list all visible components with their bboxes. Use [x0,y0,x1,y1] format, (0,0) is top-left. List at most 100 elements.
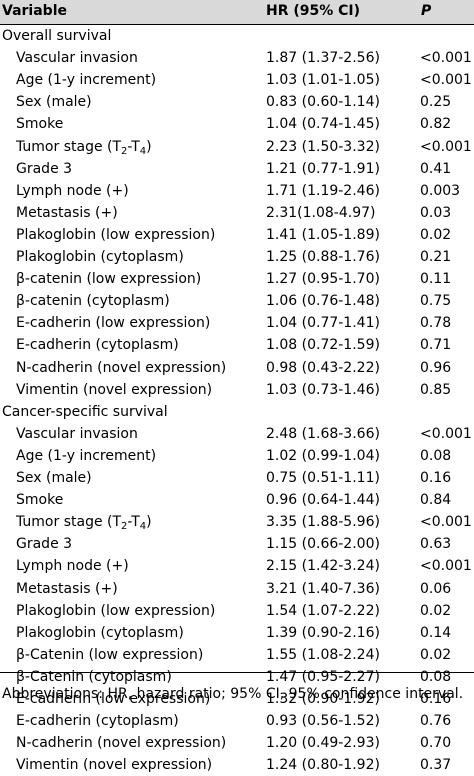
hr-cell: 3.21 (1.40-7.36) [266,580,380,597]
table-row: Vimentin (novel expression) 1.03 (0.73-1.… [0,379,474,401]
table-row: Lymph node (+) 2.15 (1.42-3.24) <0.001 [0,555,474,577]
variable-cell: Metastasis (+) [16,202,118,224]
variable-text: Sex (male) [16,94,92,111]
variable-text: Grade 3 [16,536,73,553]
hr-cell: 1.02 (0.99-1.04) [266,447,380,464]
variable-cell: E-cadherin (low expression) [16,688,210,710]
variable-text: Smoke [16,116,64,133]
header-variable: Variable [2,3,67,19]
table-row: Smoke 0.96 (0.64-1.44) 0.84 [0,489,474,511]
hr-cell: 3.35 (1.88-5.96) [266,514,380,531]
table-row: Grade 3 1.15 (0.66-2.00) 0.63 [0,533,474,555]
variable-cell: Vimentin (novel expression) [16,379,212,401]
variable-text: Plakoglobin (cytoplasm) [16,249,184,265]
variable-cell: β-catenin (low expression) [16,268,201,290]
table-row: Tumor stage (T2-T4) 2.23 (1.50-3.32) <0.00… [0,136,474,158]
hr-cell: 1.32 (0.90-1.92) [266,691,380,707]
variable-cell: Tumor stage (T2-T4) [16,511,152,533]
hr-cell: 1.08 (0.72-1.59) [266,337,380,354]
table-row: Metastasis (+) 2.31(1.08-4.97) 0.03 [0,202,474,224]
table-row: β-catenin (cytoplasm) 1.06 (0.76-1.48) 0.7… [0,290,474,312]
section-title-row: Cancer-specific survival [0,401,474,423]
table-row: β-catenin (low expression) 1.27 (0.95-1.7… [0,268,474,290]
p-value-cell: 0.16 [420,691,452,707]
variable-cell: N-cadherin (novel expression) [16,357,226,379]
p-value-cell: 0.96 [420,359,452,376]
hr-cell: 1.41 (1.05-1.89) [266,226,380,243]
variable-cell: Sex (male) [16,91,92,113]
hr-cell: 1.27 (0.95-1.70) [266,271,380,288]
table-row: Plakoglobin (low expression) 1.41 (1.05-1… [0,224,474,246]
variable-mid: -T [127,514,140,531]
bottom-rule [0,672,474,673]
variable-cell: Plakoglobin (cytoplasm) [16,246,184,268]
variable-cell: Plakoglobin (low expression) [16,224,215,246]
variable-text: Sex (male) [16,470,92,486]
p-value-cell: 0.16 [420,470,452,486]
hr-cell: 1.06 (0.76-1.48) [266,293,380,310]
variable-cell: Lymph node (+) [16,555,129,577]
table-row: E-cadherin (low expression) 1.04 (0.77-1.… [0,312,474,334]
variable-cell: Age (1-y increment) [16,445,156,467]
p-value-cell: 0.82 [420,116,452,133]
hr-cell: 0.83 (0.60-1.14) [266,94,380,111]
section-title: Cancer-specific survival [2,403,168,420]
table-row: Tumor stage (T2-T4) 3.35 (1.88-5.96) <0.00… [0,511,474,533]
variable-text: β-catenin (low expression) [16,271,202,288]
table-row: Age (1-y increment) 1.03 (1.01-1.05) <0.00… [0,69,474,91]
variable-end: ) [146,138,152,155]
variable-sub2: 4 [139,521,147,533]
hr-cell: 1.24 (0.80-1.92) [266,757,380,774]
variable-cell: Metastasis (+) [16,578,118,600]
hr-cell: 2.48 (1.68-3.66) [266,425,380,442]
variable-text: Vascular invasion [16,50,138,67]
variable-end: ) [146,514,152,531]
variable-sub1: 2 [121,521,128,533]
hr-cell: 0.96 (0.64-1.44) [266,492,380,509]
variable-text: Grade 3 [16,160,73,177]
header-p: P [421,3,432,19]
p-value-cell: 0.84 [420,492,452,509]
variable-text: N-cadherin (novel expression) [16,359,227,376]
table-row: Plakoglobin (low expression) 1.54 (1.07-2… [0,600,474,622]
p-value-cell: 0.08 [420,447,452,464]
table-row: Smoke 1.04 (0.74-1.45) 0.82 [0,113,474,135]
table-row: E-cadherin (cytoplasm) 0.93 (0.56-1.52) 0.… [0,710,474,732]
hr-cell: 1.55 (1.08-2.24) [266,646,380,663]
hr-cell: 1.20 (0.49-2.93) [266,735,380,752]
table-row: Metastasis (+) 3.21 (1.40-7.36) 0.06 [0,578,474,600]
p-value-cell: 0.75 [420,293,452,310]
section-title-row: Overall survival [0,25,474,47]
variable-text: Lymph node (+) [16,182,129,199]
p-value-cell: <0.001 [420,514,472,531]
hr-cell: 1.03 (1.01-1.05) [266,72,380,89]
variable-text: Plakoglobin (cytoplasm) [16,624,184,641]
variable-sub2: 4 [139,145,147,157]
p-value-cell: 0.003 [420,182,461,199]
variable-cell: Sex (male) [16,467,92,489]
variable-text: E-cadherin (low expression) [16,691,211,707]
variable-cell: E-cadherin (cytoplasm) [16,710,179,732]
variable-text: Tumor stage (T [16,514,122,531]
table-header: Variable HR (95% CI) P [0,0,474,24]
hr-cell: 1.04 (0.77-1.41) [266,315,380,332]
p-value-cell: 0.70 [420,735,452,752]
hr-cell: 1.04 (0.74-1.45) [266,116,380,133]
variable-text: Smoke [16,492,64,509]
footnote: Abbreviations: HR, hazard ratio; 95% CI,… [2,686,464,702]
variable-text: Metastasis (+) [16,204,118,221]
p-value-cell: 0.63 [420,536,452,553]
variable-cell: N-cadherin (novel expression) [16,732,226,754]
p-value-cell: <0.001 [420,138,472,155]
hr-cell: 1.71 (1.19-2.46) [266,182,380,199]
variable-cell: β-catenin (cytoplasm) [16,290,170,312]
variable-text: Vimentin (novel expression) [16,381,213,398]
table-row: E-cadherin (low expression) 1.32 (0.90-1.… [0,688,474,710]
p-value-cell: 0.02 [420,602,452,619]
variable-text: E-cadherin (cytoplasm) [16,337,179,354]
variable-cell: β-Catenin (low expression) [16,644,203,666]
table-row: E-cadherin (cytoplasm) 1.08 (0.72-1.59) 0.… [0,334,474,356]
p-value-cell: 0.21 [420,249,452,265]
variable-cell: Smoke [16,113,63,135]
p-value-cell: 0.25 [420,94,452,111]
